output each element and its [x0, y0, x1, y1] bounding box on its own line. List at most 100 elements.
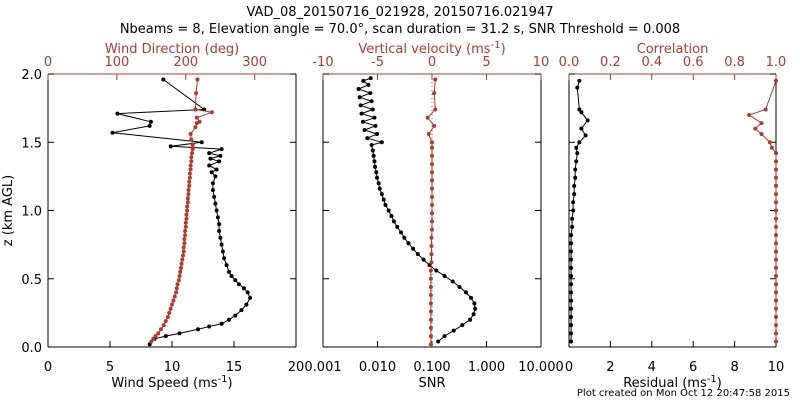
y-tick-label: 0.0 [21, 341, 42, 356]
top-tick-label: 0.4 [641, 55, 662, 70]
data-point-red [189, 155, 194, 160]
data-point-black [379, 140, 384, 145]
data-point-black [110, 130, 115, 135]
data-point-black [375, 175, 380, 180]
data-point-black [368, 76, 373, 81]
data-point-red [153, 334, 158, 339]
data-point-red [188, 167, 193, 172]
data-point-red [430, 145, 434, 150]
data-point-red [428, 276, 433, 281]
data-point-red [167, 310, 172, 315]
data-point-red [428, 301, 433, 306]
data-point-black [469, 295, 474, 300]
data-point-red [774, 78, 778, 83]
top-tick-label: 0 [428, 55, 436, 70]
data-point-black [360, 119, 365, 124]
data-point-black [213, 201, 218, 206]
panel-vertical-velocity: 0.001 0.010 0.100 1.000 10.000 -10 -5 0 5 10 SNR Ve… [304, 40, 563, 391]
data-point-red [747, 112, 752, 117]
data-point-black [436, 339, 441, 344]
data-point-red [158, 327, 163, 332]
data-point-black [386, 208, 391, 213]
data-point-black [434, 268, 439, 273]
data-point-black [574, 145, 579, 150]
data-point-red [429, 260, 434, 265]
data-point-black [227, 317, 232, 322]
data-point-red [168, 306, 173, 311]
data-point-black [570, 216, 575, 221]
data-point-black [381, 197, 386, 202]
bottom-tick-label: 20 [288, 360, 305, 375]
data-point-black [219, 321, 224, 326]
data-point-black [569, 314, 574, 319]
data-point-black [395, 224, 400, 229]
data-point-black [399, 230, 404, 235]
data-point-black [365, 136, 370, 141]
data-point-black [442, 274, 447, 279]
data-point-black [220, 249, 225, 254]
data-point-red [209, 110, 214, 115]
data-point-black [359, 111, 364, 116]
data-point-black [208, 156, 213, 161]
data-point-red [430, 162, 434, 167]
data-point-red [183, 224, 188, 229]
data-point-red [185, 196, 190, 201]
data-point-red [774, 314, 778, 319]
data-point-black [411, 246, 416, 251]
data-point-red [176, 278, 181, 283]
data-point-black [214, 167, 219, 172]
data-point-black [219, 242, 224, 247]
data-point-red [170, 302, 174, 307]
data-point-red [428, 309, 433, 314]
data-point-black [196, 327, 201, 332]
data-point-black [207, 163, 212, 168]
data-point-black [358, 103, 363, 108]
data-point-black [377, 186, 382, 191]
data-point-black [199, 140, 204, 145]
data-point-black [369, 142, 374, 147]
bottom-tick-label: 10.000 [518, 360, 564, 375]
data-point-red [185, 208, 190, 213]
top-axis-label: Correlation [637, 42, 709, 57]
data-point-black [210, 188, 215, 193]
data-point-red [188, 132, 193, 137]
data-point-red [183, 228, 188, 233]
data-point-red [182, 237, 187, 242]
data-point-black [217, 222, 222, 227]
data-point-black [569, 331, 574, 336]
y-tick-label: 1.0 [21, 205, 42, 220]
data-point-red [767, 140, 772, 145]
bottom-axis-label: Wind Speed (ms-1) [111, 374, 232, 391]
data-point-black [569, 298, 574, 303]
y-tick-label: 2.0 [21, 68, 42, 83]
data-point-red [426, 132, 431, 137]
data-point-black [215, 215, 220, 220]
bottom-tick-label: 4 [648, 360, 656, 375]
data-point-red [428, 317, 433, 322]
data-point-red [182, 241, 187, 246]
data-point-black [244, 302, 249, 307]
data-point-black [451, 328, 456, 333]
data-point-black [370, 148, 375, 153]
series-line-black [112, 79, 251, 345]
data-point-red [774, 192, 778, 197]
data-point-red [774, 290, 778, 295]
data-point-black [217, 159, 222, 164]
data-point-black [356, 87, 361, 92]
data-point-red [429, 243, 434, 248]
data-point-black [579, 110, 584, 115]
data-point-red [774, 208, 778, 213]
data-point-black [379, 192, 384, 197]
data-point-red [161, 323, 166, 328]
data-point-red [194, 115, 199, 120]
data-point-red [430, 153, 434, 158]
data-point-red [181, 245, 186, 250]
top-tick-label: 200 [173, 55, 198, 70]
data-point-black [421, 257, 426, 262]
data-point-red [774, 257, 778, 262]
top-tick-label: 0.6 [683, 55, 704, 70]
top-axis-label: Wind Direction (deg) [105, 42, 239, 57]
data-point-red [188, 163, 193, 168]
data-point-red [430, 194, 434, 199]
